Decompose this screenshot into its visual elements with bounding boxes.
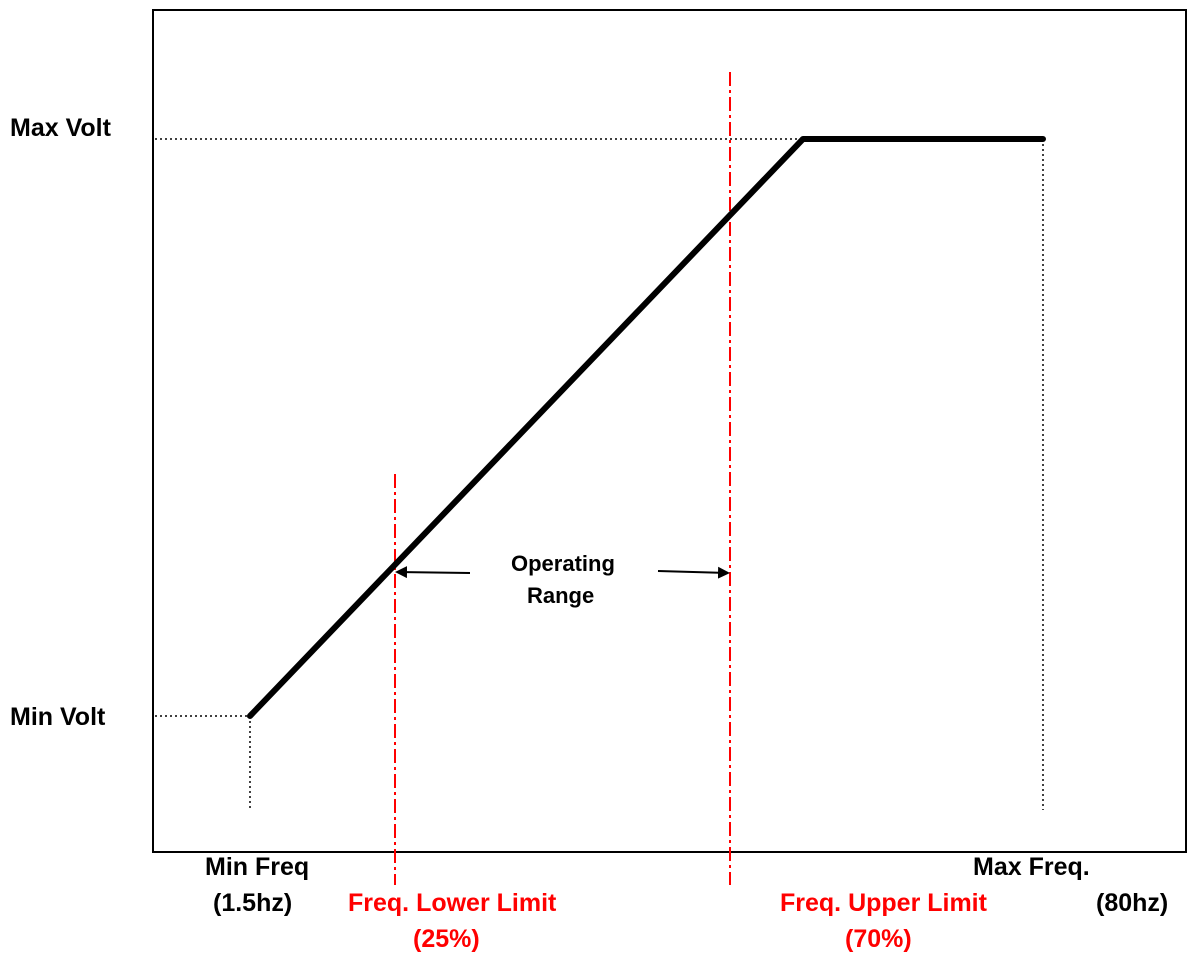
freq-lower-limit-value: (25%) <box>413 925 480 953</box>
max-freq-label: Max Freq. <box>973 853 1090 881</box>
operating-range-label-line2: Range <box>527 583 595 608</box>
min-freq-label: Min Freq <box>205 853 310 881</box>
operating-range-label: Operating <box>511 551 615 576</box>
freq-upper-limit-value: (70%) <box>845 925 912 953</box>
vf-curve <box>247 136 1046 719</box>
max-volt-label: Max Volt <box>10 114 111 142</box>
min-freq-value: (1.5hz) <box>213 889 293 917</box>
freq-lower-limit-label: Freq. Lower Limit <box>348 889 557 917</box>
min-volt-label: Min Volt <box>10 703 106 731</box>
plot-frame <box>152 9 1187 853</box>
range-arrow-right <box>657 566 730 579</box>
range-arrow-left <box>395 566 471 579</box>
freq-upper-limit-label: Freq. Upper Limit <box>780 889 987 917</box>
max-freq-value: (80hz) <box>1096 889 1169 917</box>
